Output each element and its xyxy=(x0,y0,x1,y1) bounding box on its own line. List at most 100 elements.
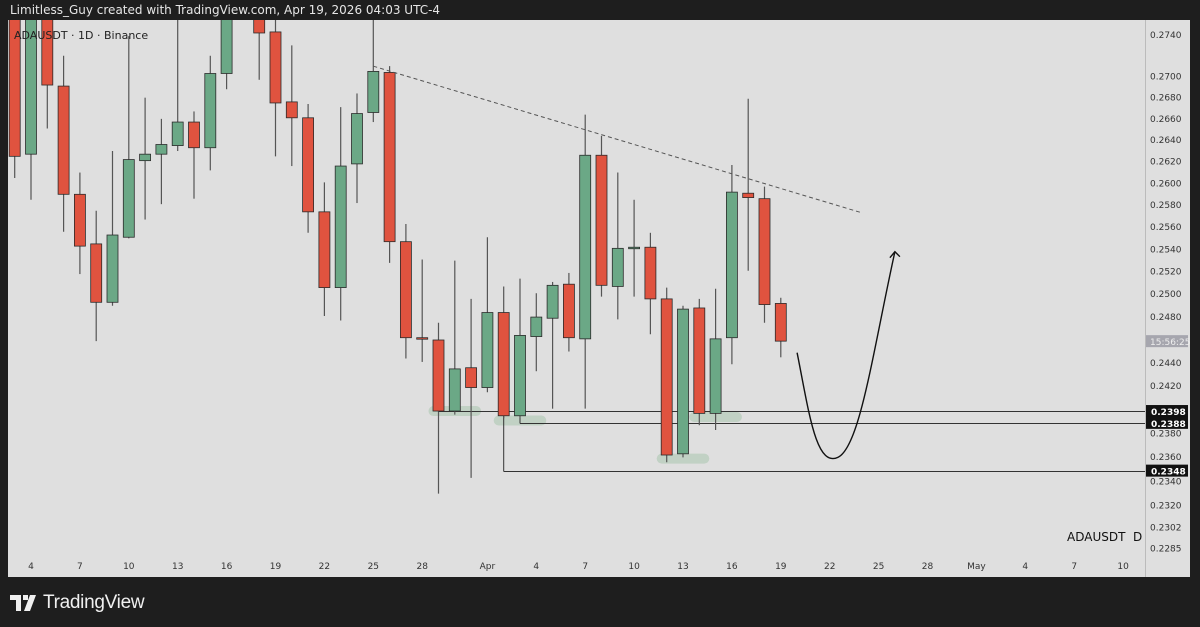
candle xyxy=(220,20,233,90)
time-tick-label: 28 xyxy=(416,562,428,572)
time-tick-label: 4 xyxy=(1022,562,1028,572)
countdown-badge xyxy=(1146,335,1188,348)
candle-body xyxy=(302,117,315,213)
brand-name: TradingView xyxy=(43,592,145,613)
time-tick-label: 7 xyxy=(582,562,588,572)
candle-body xyxy=(611,247,624,287)
candle xyxy=(448,260,461,415)
candle xyxy=(709,288,722,430)
time-tick-label: 10 xyxy=(1117,562,1129,572)
price-tick-label: 0.2420 xyxy=(1150,382,1182,392)
candle xyxy=(383,66,396,263)
time-tick-label: 13 xyxy=(172,562,183,572)
candle-body xyxy=(155,144,168,155)
candle-body xyxy=(595,154,608,286)
price-tick-label: 0.2302 xyxy=(1150,524,1182,534)
candle-body xyxy=(318,211,331,288)
price-tick-label: 0.2500 xyxy=(1150,290,1182,300)
level-price-label: 0.2388 xyxy=(1151,420,1186,430)
time-tick-label: 22 xyxy=(319,562,330,572)
candle-body xyxy=(106,234,119,303)
candle-body xyxy=(432,339,445,412)
price-tick-label: 0.2320 xyxy=(1150,502,1182,512)
candle-body xyxy=(25,20,37,155)
candle xyxy=(204,55,217,171)
candle xyxy=(742,98,755,271)
candle-body xyxy=(399,241,412,339)
candle xyxy=(758,186,771,323)
candle-body xyxy=(497,312,510,417)
candle xyxy=(285,45,298,167)
candle-body xyxy=(57,85,70,195)
candle xyxy=(677,305,689,458)
price-tick-label: 0.2700 xyxy=(1150,73,1182,83)
projection-arrow-path xyxy=(796,251,896,460)
candle xyxy=(595,135,608,297)
tradingview-logo-icon xyxy=(10,595,36,611)
time-tick-label: 19 xyxy=(270,562,282,572)
candle xyxy=(367,20,380,123)
time-tick-label: 16 xyxy=(221,562,233,572)
candle-body xyxy=(367,71,380,113)
candle xyxy=(514,278,526,419)
time-tick-label: Apr xyxy=(480,562,496,572)
level-price-badge xyxy=(1146,405,1188,418)
time-tick-label: 4 xyxy=(533,562,539,572)
price-tick-label: 0.2480 xyxy=(1150,313,1182,323)
candle xyxy=(237,0,248,11)
arrowhead-icon xyxy=(889,250,901,259)
candle-body xyxy=(758,198,771,305)
time-tick-label: 10 xyxy=(123,562,135,572)
symbol-legend[interactable]: ADAUSDT · 1D · Binance xyxy=(14,29,148,42)
candle-body xyxy=(90,243,103,303)
candle xyxy=(334,107,347,321)
candle xyxy=(563,272,575,352)
candle-body xyxy=(465,367,478,388)
price-tick-label: 0.2660 xyxy=(1150,115,1182,125)
candle-body xyxy=(139,153,152,162)
candle xyxy=(253,20,266,80)
candle-body xyxy=(41,20,54,86)
candle xyxy=(579,114,592,409)
candle-body xyxy=(171,121,184,146)
resistance-trendline xyxy=(373,65,863,214)
candle-body xyxy=(188,121,200,149)
candle-body xyxy=(220,20,233,74)
candle-body xyxy=(269,31,282,104)
candle xyxy=(74,172,86,275)
candle-body xyxy=(628,246,640,250)
candle xyxy=(269,20,282,157)
price-tick-label: 0.2520 xyxy=(1150,268,1182,278)
candle-body xyxy=(416,337,429,340)
countdown-label: 15:56:25 xyxy=(1150,338,1190,348)
tradingview-logo[interactable]: TradingView xyxy=(10,591,145,615)
candle xyxy=(41,20,54,129)
symbol-watermark: ADAUSDT D xyxy=(1067,530,1142,544)
time-tick-label: 16 xyxy=(726,562,738,572)
candle xyxy=(628,199,640,297)
time-tick-label: 22 xyxy=(824,562,835,572)
candle xyxy=(106,150,119,306)
candle xyxy=(155,118,168,205)
candle xyxy=(497,286,510,419)
candle-body xyxy=(122,159,135,238)
candle xyxy=(90,210,103,342)
candle xyxy=(351,93,363,204)
candle-body xyxy=(448,368,461,412)
candle xyxy=(171,20,184,151)
candle-body xyxy=(74,193,86,247)
candle-body xyxy=(481,312,494,388)
candle xyxy=(318,182,331,316)
time-tick-label: 25 xyxy=(368,562,379,572)
time-tick-label: 25 xyxy=(873,562,884,572)
candle xyxy=(57,55,70,232)
price-tick-label: 0.2340 xyxy=(1150,477,1182,487)
level-price-label: 0.2348 xyxy=(1151,468,1186,478)
candle-body xyxy=(514,335,526,417)
candle-body xyxy=(563,283,575,339)
time-tick-label: 4 xyxy=(28,562,34,572)
candle xyxy=(139,97,152,220)
candle xyxy=(302,104,315,233)
time-tick-label: 7 xyxy=(77,562,83,572)
